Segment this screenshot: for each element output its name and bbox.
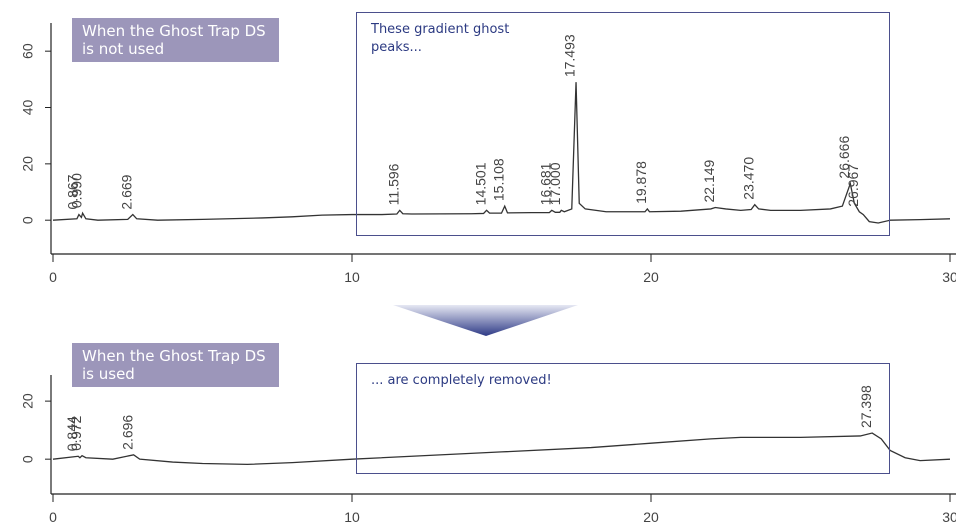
peak-label: 17.493 <box>562 34 578 77</box>
peak-label: 0.844 <box>64 416 80 451</box>
peak-label: 15.108 <box>490 158 506 201</box>
y-tick-label: 0 <box>20 216 36 224</box>
annotation-box: ... are completely removed! <box>356 363 890 474</box>
x-tick-label: 20 <box>643 509 659 525</box>
peak-label: 26.967 <box>845 164 861 207</box>
y-tick-label: 60 <box>20 43 36 59</box>
annotation-box: These gradient ghost peaks... <box>356 12 890 236</box>
x-tick-label: 10 <box>344 509 360 525</box>
y-tick-label: 20 <box>20 156 36 172</box>
peak-label: 11.596 <box>385 163 401 205</box>
x-tick-label: 30 <box>942 269 956 285</box>
trace <box>52 82 951 224</box>
x-tick-label: 0 <box>49 269 57 285</box>
annotation: These gradient ghost peaks... <box>371 22 510 55</box>
peak-label: 0.972 <box>68 415 84 450</box>
peak-label: 17.000 <box>547 162 563 205</box>
peak-label: 14.501 <box>472 162 488 205</box>
x-tick-label: 10 <box>344 269 360 285</box>
peak-label: 23.470 <box>740 157 756 200</box>
peak-label: 19.878 <box>633 161 649 204</box>
peak-label: 0.867 <box>65 174 81 209</box>
peak-label: 2.669 <box>119 174 135 209</box>
condition-label: When the Ghost Trap DS is used <box>72 343 279 387</box>
x-tick-label: 30 <box>942 509 956 525</box>
trace <box>52 432 951 466</box>
peak-label: 27.398 <box>858 385 874 428</box>
peak-label: 0.990 <box>68 173 84 208</box>
peak-label: 2.696 <box>119 415 135 450</box>
y-tick-label: 20 <box>20 393 36 409</box>
arrow <box>393 305 578 336</box>
peak-label: 16.681 <box>537 162 553 205</box>
annotation: ... are completely removed! <box>371 373 552 388</box>
y-tick-label: 0 <box>20 455 36 463</box>
y-tick-label: 40 <box>20 100 36 116</box>
condition-label: When the Ghost Trap DS is not used <box>72 18 279 62</box>
peak-label: 22.149 <box>701 159 717 202</box>
x-tick-label: 20 <box>643 269 659 285</box>
x-tick-label: 0 <box>49 509 57 525</box>
peak-label: 26.666 <box>836 136 852 179</box>
